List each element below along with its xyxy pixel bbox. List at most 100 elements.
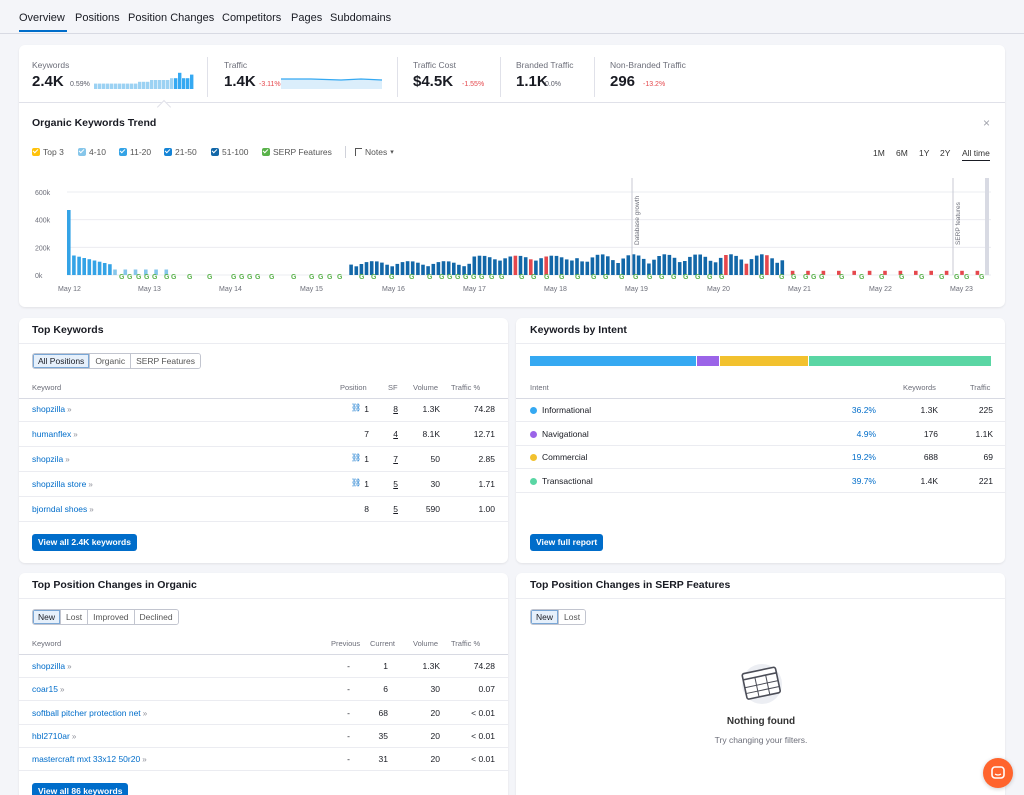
legend-top3[interactable]: Top 3 <box>32 147 64 157</box>
trend-bar[interactable] <box>724 255 728 275</box>
notes-dropdown[interactable]: Notes ▾ <box>355 147 394 157</box>
serp-feature-marker[interactable]: G <box>633 274 639 281</box>
link-icon[interactable]: ⛓ <box>351 478 362 487</box>
trend-bar[interactable] <box>477 255 482 275</box>
legend-11-20[interactable]: 11-20 <box>119 147 151 157</box>
trend-bar[interactable] <box>790 270 795 275</box>
trend-bar[interactable] <box>683 261 687 275</box>
trend-bar[interactable] <box>113 269 117 276</box>
trend-bar[interactable] <box>154 269 158 276</box>
serp-feature-marker[interactable]: G <box>591 274 597 281</box>
trend-bar[interactable] <box>616 263 620 275</box>
serp-feature-marker[interactable]: G <box>719 274 725 281</box>
serp-feature-marker[interactable]: G <box>859 274 865 281</box>
view-full-report-button[interactable]: View full report <box>530 534 604 551</box>
trend-bar[interactable] <box>534 260 538 275</box>
trend-bar[interactable] <box>754 255 759 275</box>
trend-bar[interactable] <box>647 263 651 276</box>
trend-bar[interactable] <box>883 270 887 275</box>
serp-feature-marker[interactable]: G <box>152 274 158 281</box>
keyword-link[interactable]: shopzila» <box>32 454 70 464</box>
filter-all-positions[interactable]: All Positions <box>33 354 91 368</box>
serp-feature-marker[interactable]: G <box>671 274 677 281</box>
trend-bar[interactable] <box>708 260 713 275</box>
trend-bar[interactable] <box>503 258 507 275</box>
trend-bar[interactable] <box>960 270 964 275</box>
tab-competitors[interactable]: Competitors <box>222 12 282 24</box>
kpi-traffic-value[interactable]: 1.4K <box>224 73 256 90</box>
chevron-right-icon[interactable]: » <box>60 685 65 695</box>
trend-bar[interactable] <box>713 262 718 275</box>
range-1m[interactable]: 1M <box>873 148 885 158</box>
serp-feature-marker[interactable]: G <box>659 274 665 281</box>
serp-feature-marker[interactable]: G <box>291 274 297 281</box>
trend-bar[interactable] <box>410 261 415 275</box>
keyword-link[interactable]: humanflex» <box>32 429 78 439</box>
chevron-right-icon[interactable]: » <box>67 405 72 414</box>
trend-bar[interactable] <box>621 258 625 276</box>
trend-bar[interactable] <box>652 259 656 275</box>
intent-segment[interactable] <box>808 356 991 366</box>
serp-feature-marker[interactable]: G <box>239 274 245 281</box>
keyword-link[interactable]: hbl2710ar» <box>32 730 77 741</box>
serp-feature-marker[interactable]: G <box>803 274 809 281</box>
serp-feature-marker[interactable]: G <box>707 274 713 281</box>
keyword-link[interactable]: shopzilla store» <box>32 479 93 489</box>
trend-bar[interactable] <box>549 255 554 275</box>
trend-bar[interactable] <box>929 270 933 275</box>
trend-bar[interactable] <box>426 266 430 275</box>
trend-bar[interactable] <box>400 262 405 275</box>
range-1y[interactable]: 1Y <box>919 148 930 158</box>
trend-bar[interactable] <box>914 270 918 275</box>
col-current[interactable]: Current <box>370 639 396 648</box>
serp-feature-marker[interactable]: G <box>207 274 213 281</box>
kpi-traffic-cost-value[interactable]: $4.5K <box>413 73 454 90</box>
trend-bar[interactable] <box>405 261 410 275</box>
col-traffic[interactable]: Traffic % <box>451 383 481 392</box>
trend-bar[interactable] <box>416 262 420 275</box>
serp-feature-marker[interactable]: G <box>919 274 925 281</box>
chevron-right-icon[interactable]: » <box>73 430 78 439</box>
chevron-right-icon[interactable]: » <box>88 480 93 489</box>
trend-bar[interactable] <box>667 254 672 275</box>
chevron-right-icon[interactable]: » <box>142 755 147 765</box>
serp-feature-marker[interactable]: G <box>544 274 550 281</box>
trend-bar[interactable] <box>662 254 667 275</box>
serp-feature-marker[interactable]: G <box>439 274 445 281</box>
trend-bar[interactable] <box>636 255 641 276</box>
trend-bar[interactable] <box>436 262 441 275</box>
serp-feature-marker[interactable]: G <box>318 274 324 281</box>
serp-feature-marker[interactable]: G <box>164 274 170 281</box>
trend-bar[interactable] <box>364 262 369 275</box>
legend-4-10[interactable]: 4-10 <box>78 147 106 157</box>
trend-bar[interactable] <box>144 269 148 276</box>
serp-feature-marker[interactable]: G <box>603 274 609 281</box>
close-icon[interactable]: × <box>983 116 991 130</box>
link-icon[interactable]: ⛓ <box>351 403 362 412</box>
trend-bar[interactable] <box>72 255 76 276</box>
kpi-keywords-value[interactable]: 2.4K <box>32 73 64 90</box>
trend-bar[interactable] <box>739 259 744 276</box>
trend-bar[interactable] <box>518 255 523 275</box>
trend-bar[interactable] <box>806 270 810 275</box>
serp-feature-marker[interactable]: G <box>811 274 817 281</box>
serp-feature-marker[interactable]: G <box>819 274 825 281</box>
range-2y[interactable]: 2Y <box>940 148 951 158</box>
legend-51-100[interactable]: 51-100 <box>211 147 248 157</box>
trend-bar[interactable] <box>749 259 754 275</box>
trend-bar[interactable] <box>821 270 826 275</box>
trend-bar[interactable] <box>852 270 856 275</box>
serp-feature-marker[interactable]: G <box>359 274 365 281</box>
trend-bar[interactable] <box>693 254 697 275</box>
keyword-link[interactable]: mastercraft mxt 33x12 50r20» <box>32 754 147 765</box>
serp-feature-marker[interactable]: G <box>979 274 985 281</box>
chevron-right-icon[interactable]: » <box>67 662 72 671</box>
trend-bar[interactable] <box>837 270 841 275</box>
trend-bar[interactable] <box>544 256 548 276</box>
intent-segment[interactable] <box>719 356 808 366</box>
serp-feature-marker[interactable]: G <box>779 274 785 281</box>
serp-feature-marker[interactable]: G <box>463 274 469 281</box>
serp-feature-marker[interactable]: G <box>371 274 377 281</box>
serp-feature-marker[interactable]: G <box>471 274 477 281</box>
trend-bar[interactable] <box>770 258 774 275</box>
